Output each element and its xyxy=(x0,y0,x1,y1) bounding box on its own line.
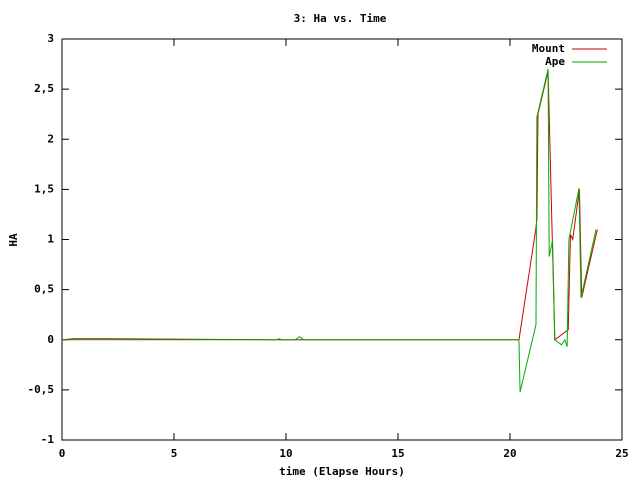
y-axis-label: HA xyxy=(7,233,20,247)
x-tick-label: 25 xyxy=(615,447,628,460)
x-tick-label: 0 xyxy=(59,447,66,460)
x-tick-label: 10 xyxy=(279,447,292,460)
y-tick-label: 0 xyxy=(47,333,54,346)
legend-label: Ape xyxy=(545,55,565,68)
x-tick-label: 5 xyxy=(171,447,178,460)
y-tick-label: 2 xyxy=(47,132,54,145)
y-tick-label: 3 xyxy=(47,32,54,45)
y-tick-label: -1 xyxy=(41,433,55,446)
y-tick-label: -0,5 xyxy=(28,383,55,396)
x-tick-label: 15 xyxy=(391,447,404,460)
series-line xyxy=(61,70,598,341)
y-tick-label: 1,5 xyxy=(34,182,54,195)
y-tick-label: 0,5 xyxy=(34,283,54,296)
plot-frame xyxy=(61,38,623,441)
x-tick-label: 20 xyxy=(503,447,516,460)
y-tick-label: 2,5 xyxy=(34,82,54,95)
chart-title: 3: Ha vs. Time xyxy=(294,12,387,25)
series-line xyxy=(62,68,597,392)
legend-label: Mount xyxy=(532,42,565,55)
y-tick-label: 1 xyxy=(47,233,54,246)
x-axis-label: time (Elapse Hours) xyxy=(279,465,405,478)
